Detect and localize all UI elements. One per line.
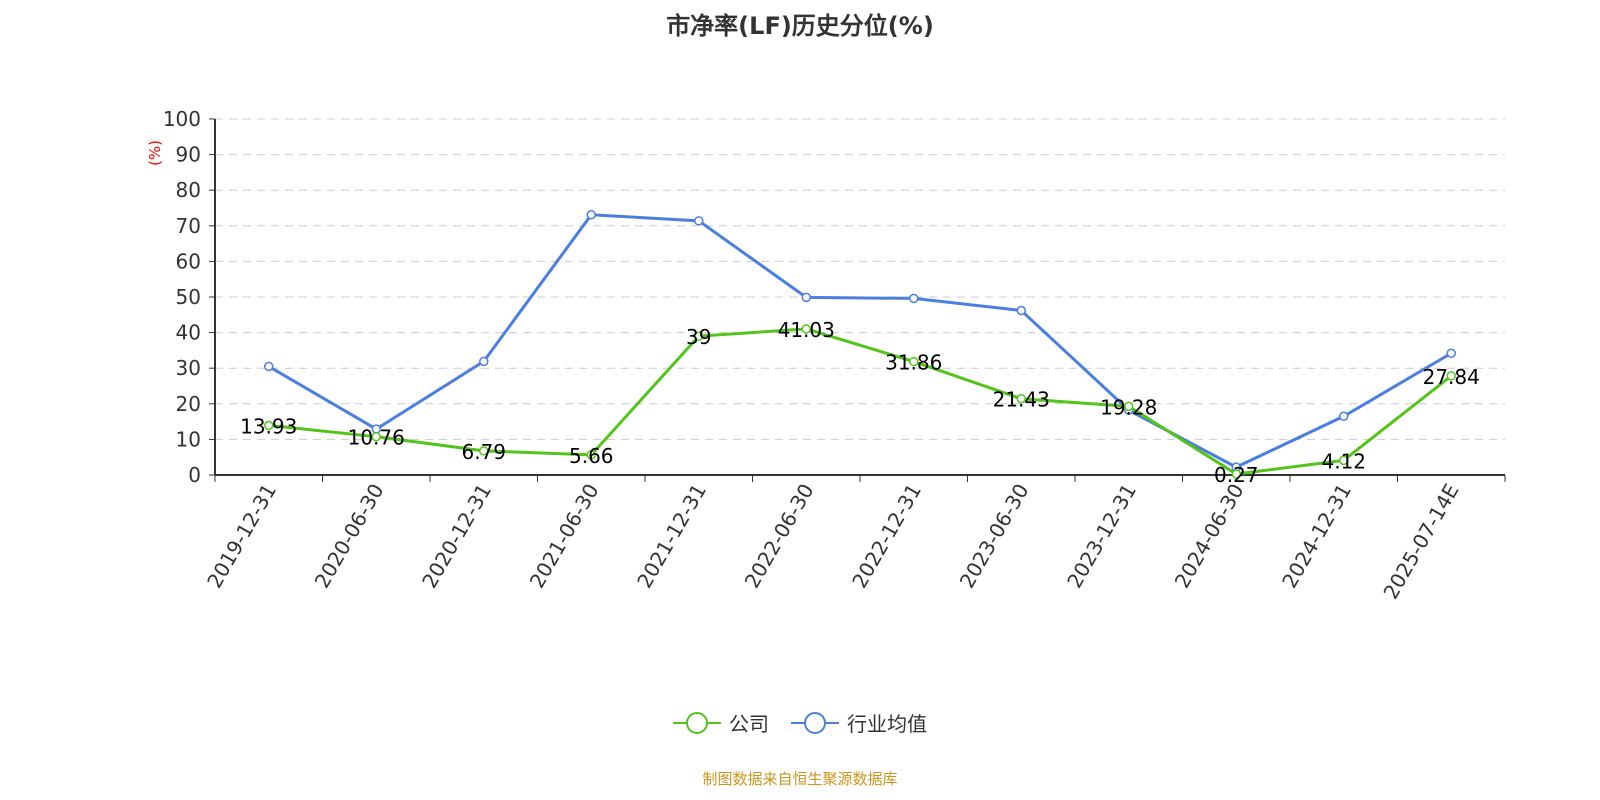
x-tick-label: 2019-12-31: [202, 480, 281, 593]
x-tick-label: 2022-06-30: [740, 480, 819, 593]
data-point: [264, 361, 274, 372]
data-label: 10.76: [348, 426, 405, 450]
data-point: [801, 324, 811, 334]
data-label: 19.28: [1100, 395, 1157, 419]
legend: 公司 行业均值: [0, 708, 1600, 737]
x-tick-label: 2021-06-30: [525, 480, 604, 593]
x-tick-label: 2023-12-31: [1062, 480, 1141, 593]
series-line-industry: [267, 213, 1453, 469]
data-point: [1016, 393, 1026, 404]
legend-item-industry[interactable]: 行业均值: [791, 708, 927, 737]
legend-industry-icon: [791, 711, 839, 734]
y-tick-label: 60: [176, 249, 201, 273]
y-tick-label: 40: [176, 321, 201, 345]
x-tick-label: 2024-06-30: [1170, 480, 1249, 593]
data-label: 6.79: [461, 440, 506, 464]
data-label: 41.03: [778, 318, 835, 342]
y-tick-label: 50: [176, 285, 201, 309]
data-label: 27.84: [1423, 365, 1480, 389]
x-tick-label: 2021-12-31: [632, 480, 711, 593]
x-tick-label: 2020-06-30: [310, 480, 389, 593]
data-point: [264, 420, 274, 431]
x-tick-label: 2023-06-30: [955, 480, 1034, 593]
data-point: [1016, 305, 1026, 316]
data-point: [586, 450, 596, 460]
data-point: [1231, 469, 1241, 479]
y-tick-label: 0: [188, 463, 201, 487]
y-tick-label: 10: [176, 427, 201, 451]
data-point: [1446, 348, 1456, 358]
y-tick-label: 70: [176, 214, 201, 238]
series-line-company: [268, 327, 1453, 476]
y-tick-label: 100: [163, 107, 201, 131]
data-label: 21.43: [993, 388, 1050, 412]
y-tick-label: 90: [176, 143, 201, 167]
data-point: [479, 356, 489, 367]
y-tick-label: 80: [176, 178, 201, 202]
data-label: 39: [686, 325, 711, 349]
data-point: [371, 431, 381, 442]
legend-label-industry: 行业均值: [847, 712, 927, 736]
data-label: 4.12: [1321, 449, 1366, 473]
legend-company-icon: [673, 711, 721, 734]
data-label: 0.27: [1214, 463, 1259, 487]
data-point: [1339, 411, 1349, 422]
y-tick-label: 20: [176, 392, 201, 416]
x-tick-label: 2020-12-31: [417, 480, 496, 593]
y-axis-unit: (%): [146, 140, 164, 166]
x-tick-label: 2022-12-31: [847, 480, 926, 593]
x-tick-label: 2025-07-14E: [1378, 480, 1463, 604]
data-point: [694, 216, 704, 226]
chart-title: 市净率(LF)历史分位(%): [666, 12, 934, 40]
data-label: 31.86: [885, 351, 942, 375]
data-point: [479, 446, 489, 456]
data-source-note: 制图数据来自恒生聚源数据库: [702, 770, 898, 788]
legend-label-company: 公司: [729, 712, 769, 736]
data-point: [1339, 455, 1349, 466]
data-label: 5.66: [569, 444, 614, 468]
data-point: [586, 210, 596, 220]
data-point: [1446, 371, 1456, 381]
data-point: [801, 292, 811, 303]
data-point: [1124, 401, 1134, 412]
data-label: 13.93: [240, 414, 297, 438]
data-point: [694, 331, 704, 341]
line-chart: 0 10 20 30 40 50 60 70 80 90 100 (%) 2019-12-31 2020-…: [146, 107, 1506, 604]
y-tick-label: 30: [176, 356, 201, 380]
data-point: [909, 356, 919, 367]
legend-item-company[interactable]: 公司: [673, 708, 769, 737]
x-tick-label: 2024-12-31: [1277, 480, 1356, 593]
data-point: [909, 293, 919, 304]
